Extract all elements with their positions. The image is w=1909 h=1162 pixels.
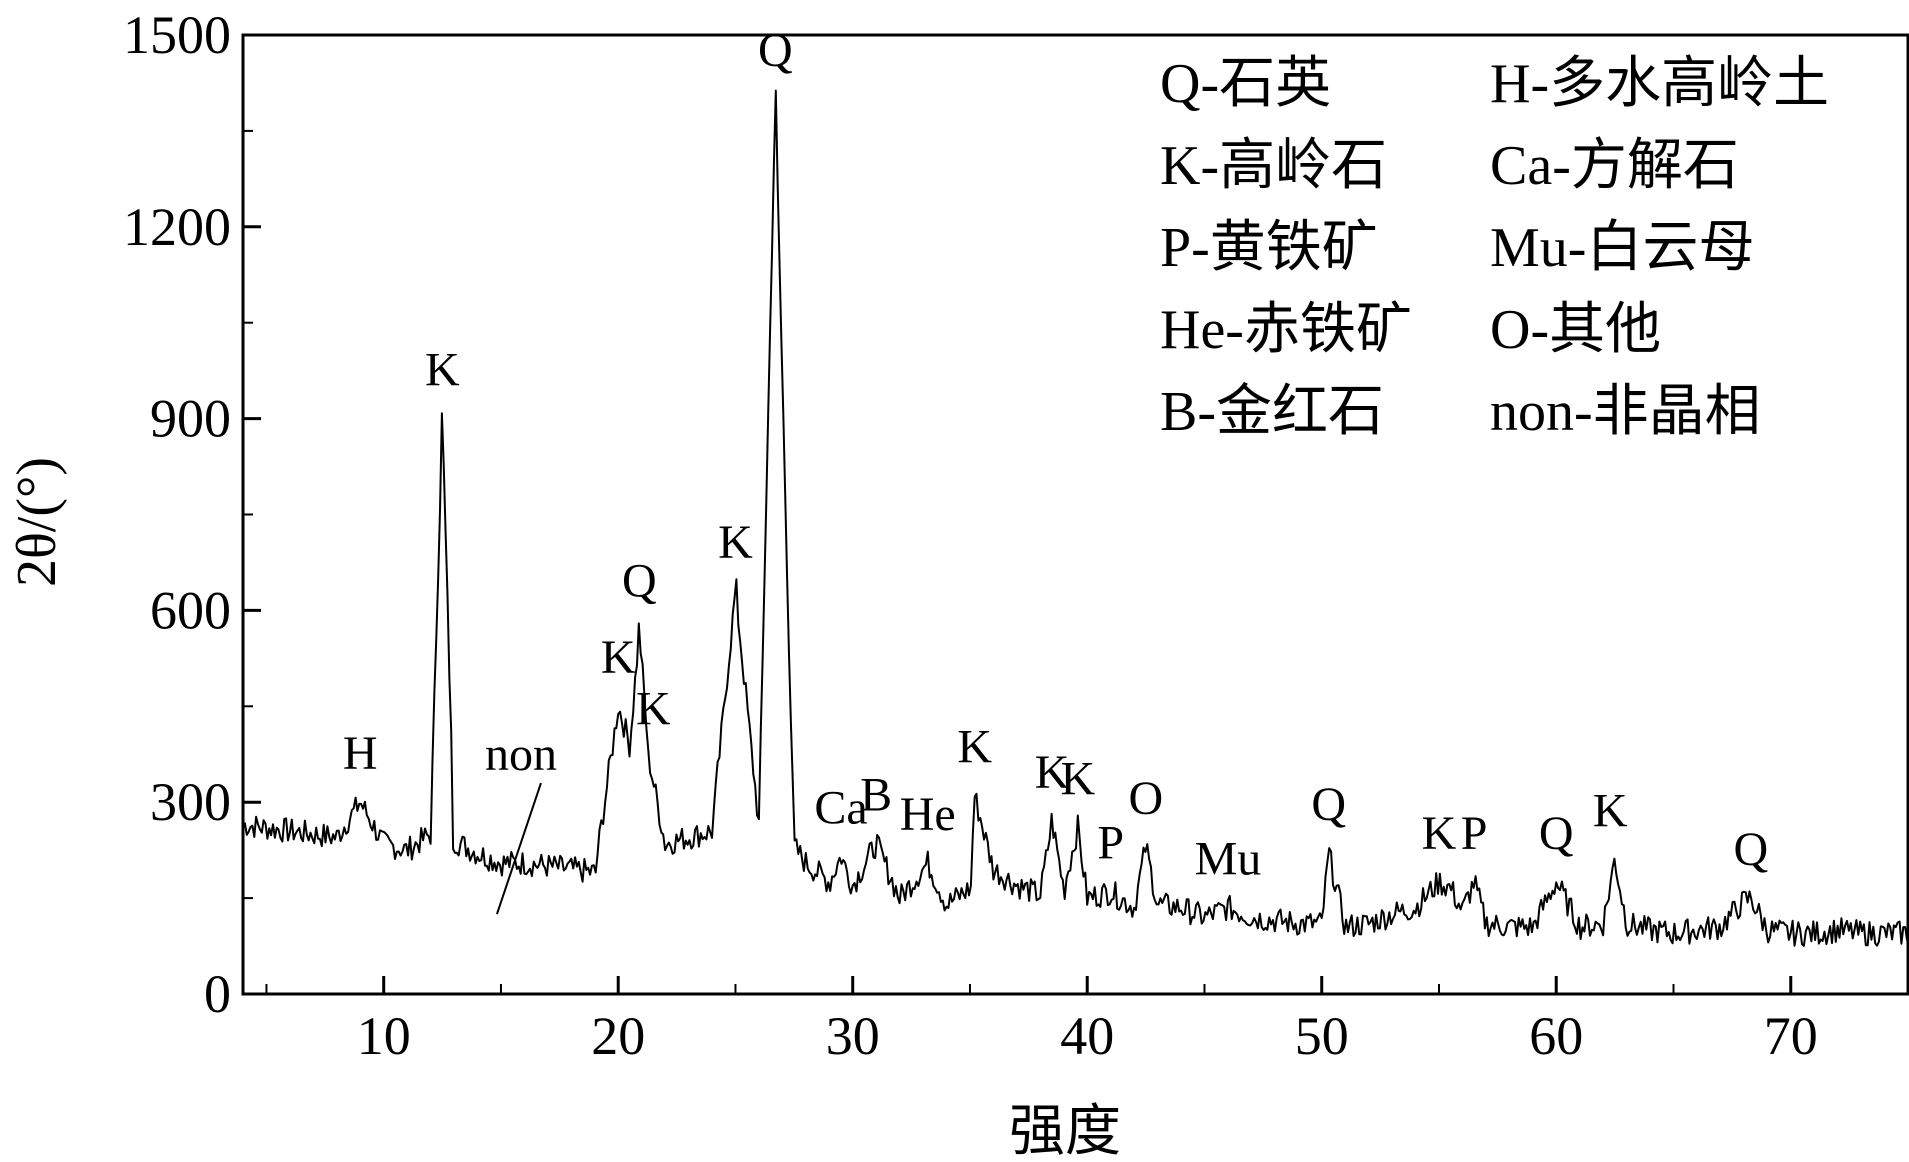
peak-label: Q	[622, 554, 657, 607]
y-tick-label: 900	[150, 389, 231, 449]
y-axis-title: 2θ/(°)	[6, 457, 68, 587]
peak-label: Mu	[1195, 833, 1262, 886]
y-tick-label: 1200	[123, 197, 231, 257]
legend-entry: Ca-方解石	[1490, 135, 1739, 197]
peak-label: He	[900, 788, 956, 841]
y-tick-label: 1500	[123, 5, 231, 65]
peak-label: B	[860, 769, 892, 822]
legend-entry: H-多水高岭土	[1490, 53, 1829, 115]
peak-label: Q	[1539, 807, 1574, 860]
legend: Q-石英 H-多水高岭土 K-高岭石 Ca-方解石 P-黄铁矿 Mu-白云母 He-赤铁矿 O…	[1160, 53, 1829, 443]
y-tick-label: 0	[204, 964, 231, 1024]
peak-label: Ca	[814, 781, 867, 834]
x-tick-label: 70	[1764, 1006, 1818, 1066]
peak-label: K	[1593, 785, 1628, 838]
legend-entry: P-黄铁矿	[1160, 217, 1378, 279]
peak-label: non	[485, 728, 557, 781]
x-axis: 10 20 30 40 50 60 70	[265, 976, 1909, 1066]
peak-label: O	[1129, 772, 1164, 825]
peak-label: H	[343, 727, 378, 780]
peak-label: K	[601, 631, 636, 684]
peak-label: K	[636, 682, 671, 735]
non-pointer-line	[496, 782, 542, 915]
series-group	[242, 89, 1909, 947]
peak-label: Q	[1734, 823, 1769, 876]
legend-entry: B-金红石	[1160, 381, 1384, 443]
legend-entry: Q-石英	[1160, 53, 1331, 115]
peak-label: K	[425, 343, 460, 396]
peak-label: K	[1061, 753, 1096, 806]
x-axis-title: 强度	[1009, 1101, 1121, 1162]
legend-entry: Mu-白云母	[1490, 217, 1754, 279]
x-tick-label: 50	[1295, 1006, 1349, 1066]
legend-entry: O-其他	[1490, 299, 1661, 361]
y-axis: 0 300 600 900 1200 1500	[123, 5, 261, 1024]
x-tick-label: 30	[826, 1006, 880, 1066]
x-tick-label: 20	[591, 1006, 645, 1066]
xrd-series-line	[242, 89, 1909, 947]
peak-label: K	[1035, 746, 1070, 799]
peak-label: K	[1422, 807, 1457, 860]
y-tick-label: 300	[150, 772, 231, 832]
peak-label: Q	[1311, 778, 1346, 831]
y-tick-label: 600	[150, 580, 231, 640]
x-tick-label: 40	[1060, 1006, 1114, 1066]
x-tick-label: 10	[357, 1006, 411, 1066]
legend-entry: K-高岭石	[1160, 135, 1387, 197]
peak-label: K	[718, 516, 753, 569]
legend-entry: He-赤铁矿	[1160, 299, 1412, 361]
peak-label: P	[1461, 807, 1488, 860]
peak-label: Q	[758, 24, 793, 77]
peak-label: P	[1097, 817, 1124, 870]
x-tick-label: 60	[1529, 1006, 1583, 1066]
legend-entry: non-非晶相	[1490, 381, 1761, 443]
peak-label: K	[957, 721, 992, 774]
